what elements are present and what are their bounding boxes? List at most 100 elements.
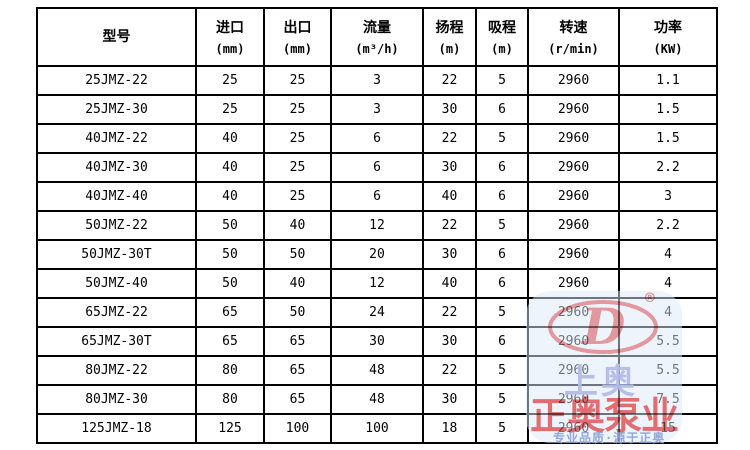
value-cell: 50: [195, 210, 265, 241]
model-cell: 50JMZ-40: [36, 268, 197, 299]
value-cell: 2960: [527, 239, 620, 270]
table-row: 80JMZ-22 80 65 48 22 5 2960 5.5: [36, 355, 718, 386]
value-cell: 65: [263, 326, 332, 357]
column-header: 功率 (KW): [618, 7, 718, 67]
value-cell: 40: [422, 181, 477, 212]
value-cell: 2960: [527, 94, 620, 125]
table-row: 50JMZ-22 50 40 12 22 5 2960 2.2: [36, 210, 718, 241]
model-cell: 40JMZ-22: [36, 123, 197, 154]
value-cell: 22: [422, 123, 477, 154]
table-row: 65JMZ-30T 65 65 30 30 6 2960 5.5: [36, 326, 718, 357]
model-cell: 40JMZ-40: [36, 181, 197, 212]
value-cell: 2960: [527, 384, 620, 415]
value-cell: 6: [475, 268, 529, 299]
model-cell: 40JMZ-30: [36, 152, 197, 183]
value-cell: 65: [263, 355, 332, 386]
value-cell: 40: [422, 268, 477, 299]
value-cell: 18: [422, 413, 477, 444]
value-cell: 1.5: [618, 123, 718, 154]
value-cell: 2960: [527, 210, 620, 241]
value-cell: 2960: [527, 65, 620, 96]
column-header: 出口 (mm): [263, 7, 332, 67]
value-cell: 7.5: [618, 384, 718, 415]
value-cell: 65: [195, 297, 265, 328]
value-cell: 1.5: [618, 94, 718, 125]
column-header: 扬程 (m): [422, 7, 477, 67]
value-cell: 2960: [527, 413, 620, 444]
value-cell: 2960: [527, 297, 620, 328]
value-cell: 25: [195, 94, 265, 125]
value-cell: 24: [330, 297, 424, 328]
value-cell: 22: [422, 355, 477, 386]
table-row: 65JMZ-22 65 50 24 22 5 2960 4: [36, 297, 718, 328]
value-cell: 6: [475, 239, 529, 270]
value-cell: 6: [475, 326, 529, 357]
table-row: 25JMZ-22 25 25 3 22 5 2960 1.1: [36, 65, 718, 96]
value-cell: 5: [475, 384, 529, 415]
value-cell: 125: [195, 413, 265, 444]
table-row: 40JMZ-30 40 25 6 30 6 2960 2.2: [36, 152, 718, 183]
value-cell: 3: [330, 65, 424, 96]
value-cell: 12: [330, 210, 424, 241]
column-header: 进口 (mm): [195, 7, 265, 67]
table-row: 40JMZ-40 40 25 6 40 6 2960 3: [36, 181, 718, 212]
value-cell: 20: [330, 239, 424, 270]
column-header: 转速 (r/min): [527, 7, 620, 67]
value-cell: 30: [422, 94, 477, 125]
table-row: 40JMZ-22 40 25 6 22 5 2960 1.5: [36, 123, 718, 154]
value-cell: 3: [618, 181, 718, 212]
value-cell: 30: [422, 384, 477, 415]
value-cell: 40: [195, 152, 265, 183]
value-cell: 25: [263, 152, 332, 183]
value-cell: 2960: [527, 326, 620, 357]
value-cell: 50: [263, 297, 332, 328]
value-cell: 80: [195, 384, 265, 415]
value-cell: 40: [195, 123, 265, 154]
value-cell: 12: [330, 268, 424, 299]
value-cell: 2960: [527, 355, 620, 386]
model-cell: 25JMZ-22: [36, 65, 197, 96]
value-cell: 40: [263, 268, 332, 299]
value-cell: 65: [263, 384, 332, 415]
value-cell: 6: [475, 181, 529, 212]
value-cell: 15: [618, 413, 718, 444]
value-cell: 2960: [527, 181, 620, 212]
column-header: 吸程 (m): [475, 7, 529, 67]
model-cell: 65JMZ-30T: [36, 326, 197, 357]
value-cell: 6: [330, 123, 424, 154]
column-header: 流量 (m³/h): [330, 7, 424, 67]
value-cell: 100: [330, 413, 424, 444]
value-cell: 30: [422, 152, 477, 183]
value-cell: 50: [195, 268, 265, 299]
value-cell: 25: [263, 65, 332, 96]
table-row: 80JMZ-30 80 65 48 30 5 2960 7.5: [36, 384, 718, 415]
value-cell: 5: [475, 297, 529, 328]
table-row: 125JMZ-18 125 100 100 18 5 2960 15: [36, 413, 718, 444]
value-cell: 4: [618, 297, 718, 328]
table-row: 50JMZ-30T 50 50 20 30 6 2960 4: [36, 239, 718, 270]
model-cell: 80JMZ-30: [36, 384, 197, 415]
value-cell: 22: [422, 210, 477, 241]
value-cell: 25: [263, 94, 332, 125]
value-cell: 4: [618, 239, 718, 270]
table-body: 25JMZ-22 25 25 3 22 5 2960 1.1 25JMZ-30 25 25 3 30 6 2…: [36, 65, 718, 444]
value-cell: 50: [263, 239, 332, 270]
value-cell: 2960: [527, 152, 620, 183]
value-cell: 48: [330, 384, 424, 415]
value-cell: 40: [263, 210, 332, 241]
value-cell: 2960: [527, 268, 620, 299]
value-cell: 5.5: [618, 355, 718, 386]
table-row: 50JMZ-40 50 40 12 40 6 2960 4: [36, 268, 718, 299]
value-cell: 5: [475, 355, 529, 386]
value-cell: 25: [195, 65, 265, 96]
value-cell: 5.5: [618, 326, 718, 357]
value-cell: 22: [422, 65, 477, 96]
value-cell: 25: [263, 181, 332, 212]
value-cell: 2.2: [618, 210, 718, 241]
value-cell: 2960: [527, 123, 620, 154]
pump-spec-table-container: 型号 进口 (mm) 出口 (mm) 流量 (m³/h) 扬程 (m) 吸程 (m) 转速 (r/min…: [36, 7, 718, 444]
value-cell: 5: [475, 210, 529, 241]
pump-spec-table: 型号 进口 (mm) 出口 (mm) 流量 (m³/h) 扬程 (m) 吸程 (m) 转速 (r/min…: [36, 7, 718, 444]
value-cell: 5: [475, 65, 529, 96]
table-row: 25JMZ-30 25 25 3 30 6 2960 1.5: [36, 94, 718, 125]
